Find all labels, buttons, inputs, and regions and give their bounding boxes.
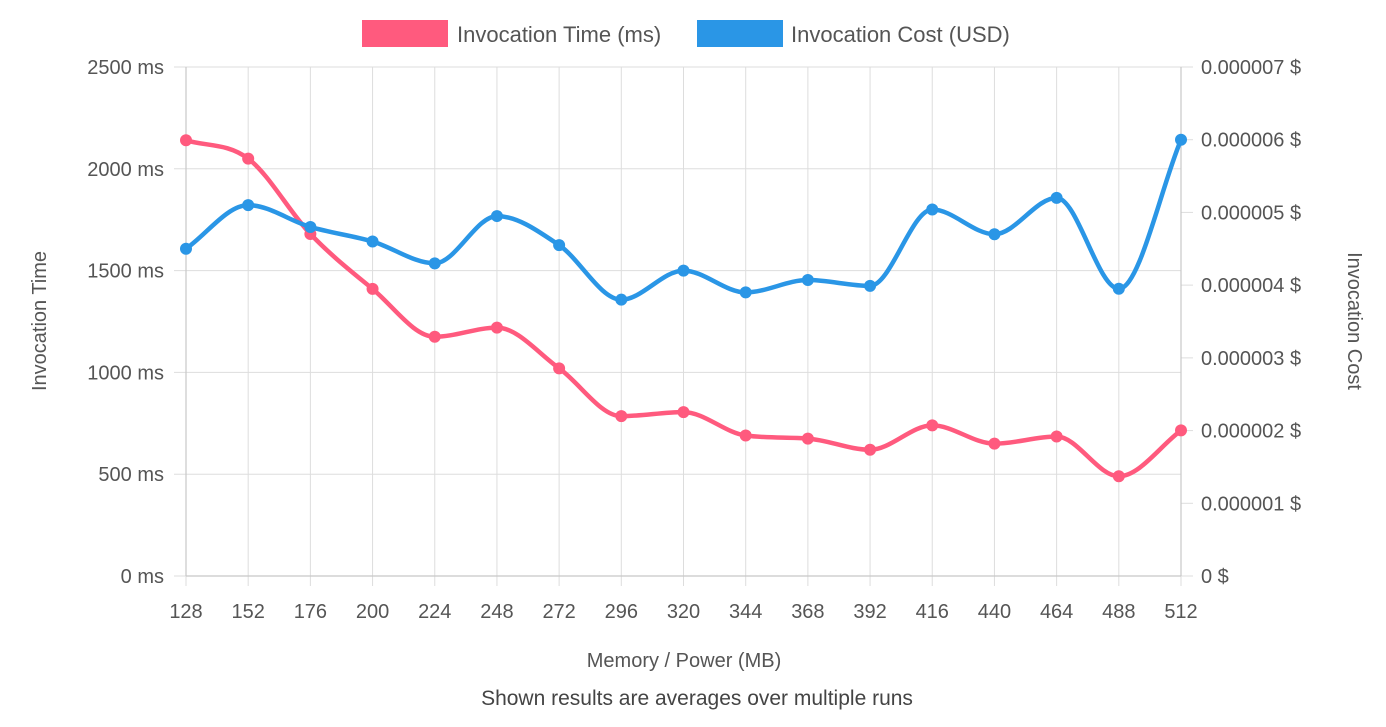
grid <box>174 66 1193 586</box>
x-tick-label: 272 <box>542 601 575 623</box>
x-tick-label: 488 <box>1102 601 1135 623</box>
y-right-tick-label: 0.000003 $ <box>1201 348 1301 370</box>
invocation-cost-point[interactable] <box>739 286 752 299</box>
invocation-time-point[interactable] <box>615 410 628 423</box>
invocation-cost-point[interactable] <box>304 220 317 233</box>
invocation-cost-point[interactable] <box>801 274 814 287</box>
x-tick-label: 200 <box>356 601 389 623</box>
x-axis-title: Memory / Power (MB) <box>587 650 781 672</box>
invocation-time-point[interactable] <box>988 437 1001 450</box>
x-tick-label: 320 <box>667 601 700 623</box>
invocation-time-point[interactable] <box>490 321 503 334</box>
legend-label-invocation-time[interactable]: Invocation Time (ms) <box>457 22 661 47</box>
x-tick-label: 368 <box>791 601 824 623</box>
invocation-time-point[interactable] <box>180 134 192 147</box>
invocation-cost-point[interactable] <box>677 264 690 277</box>
invocation-time-point[interactable] <box>677 406 690 419</box>
invocation-cost-point[interactable] <box>242 199 255 212</box>
invocation-time-point[interactable] <box>242 152 255 165</box>
y-right-tick-label: 0.000001 $ <box>1201 493 1301 515</box>
x-tick-label: 128 <box>169 601 202 623</box>
invocation-time-point[interactable] <box>801 432 814 445</box>
invocation-cost-point[interactable] <box>926 203 939 216</box>
y-right-tick-label: 0.000002 $ <box>1201 421 1301 443</box>
y-left-tick-label: 2000 ms <box>87 159 164 181</box>
y-right-tick-label: 0.000006 $ <box>1201 130 1301 152</box>
invocation-time-point[interactable] <box>739 429 752 442</box>
x-tick-label: 344 <box>729 601 762 623</box>
invocation-cost-point[interactable] <box>490 210 503 223</box>
x-tick-label: 296 <box>605 601 638 623</box>
invocation-time-point[interactable] <box>1112 470 1125 483</box>
x-tick-label: 392 <box>853 601 886 623</box>
y-left-tick-label: 500 ms <box>98 464 164 486</box>
invocation-cost-point[interactable] <box>428 257 441 270</box>
invocation-time-point[interactable] <box>864 443 877 456</box>
x-tick-label: 176 <box>294 601 327 623</box>
invocation-time-point[interactable] <box>553 362 566 375</box>
y-axis-right-title: Invocation Cost <box>1343 252 1365 390</box>
invocation-cost-point[interactable] <box>180 242 192 255</box>
x-tick-label: 416 <box>916 601 949 623</box>
x-tick-label: 464 <box>1040 601 1073 623</box>
invocation-cost-point[interactable] <box>553 239 566 252</box>
x-tick-label: 512 <box>1164 601 1197 623</box>
legend[interactable]: Invocation Time (ms) Invocation Cost (USD… <box>362 20 1010 47</box>
invocation-cost-point[interactable] <box>615 293 628 306</box>
x-tick-label: 152 <box>232 601 265 623</box>
invocation-cost-point[interactable] <box>366 235 379 248</box>
y-axis-left-title: Invocation Time <box>29 251 51 391</box>
y-left-tick-label: 0 ms <box>121 566 164 588</box>
y-left-tick-label: 1500 ms <box>87 261 164 283</box>
invocation-time-point[interactable] <box>926 419 939 432</box>
invocation-time-point[interactable] <box>366 282 379 295</box>
series-layer <box>180 133 1187 483</box>
axes: 128 152 176 200 224 248 272 296 320 344 368 392 416 4… <box>87 57 1301 623</box>
x-tick-label: 440 <box>978 601 1011 623</box>
invocation-cost-point[interactable] <box>988 228 1001 241</box>
invocation-cost-point[interactable] <box>1050 191 1063 204</box>
legend-swatch-invocation-cost[interactable] <box>697 20 783 47</box>
x-tick-label: 224 <box>418 601 451 623</box>
invocation-cost-point[interactable] <box>864 279 877 292</box>
y-right-tick-label: 0 $ <box>1201 566 1229 588</box>
y-left-tick-label: 2500 ms <box>87 57 164 79</box>
footnote: Shown results are averages over multiple… <box>481 687 913 710</box>
x-tick-label: 248 <box>480 601 513 623</box>
invocation-time-point[interactable] <box>428 330 441 343</box>
invocation-time-point[interactable] <box>1050 430 1063 443</box>
y-right-tick-label: 0.000004 $ <box>1201 275 1301 297</box>
invocation-time-point[interactable] <box>1175 424 1187 437</box>
y-left-tick-label: 1000 ms <box>87 362 164 384</box>
legend-label-invocation-cost[interactable]: Invocation Cost (USD) <box>791 22 1010 47</box>
y-right-tick-label: 0.000007 $ <box>1201 57 1301 79</box>
y-right-tick-label: 0.000005 $ <box>1201 202 1301 224</box>
invocation-cost-point[interactable] <box>1175 133 1187 146</box>
invocation-cost-point[interactable] <box>1112 282 1125 295</box>
legend-swatch-invocation-time[interactable] <box>362 20 448 47</box>
